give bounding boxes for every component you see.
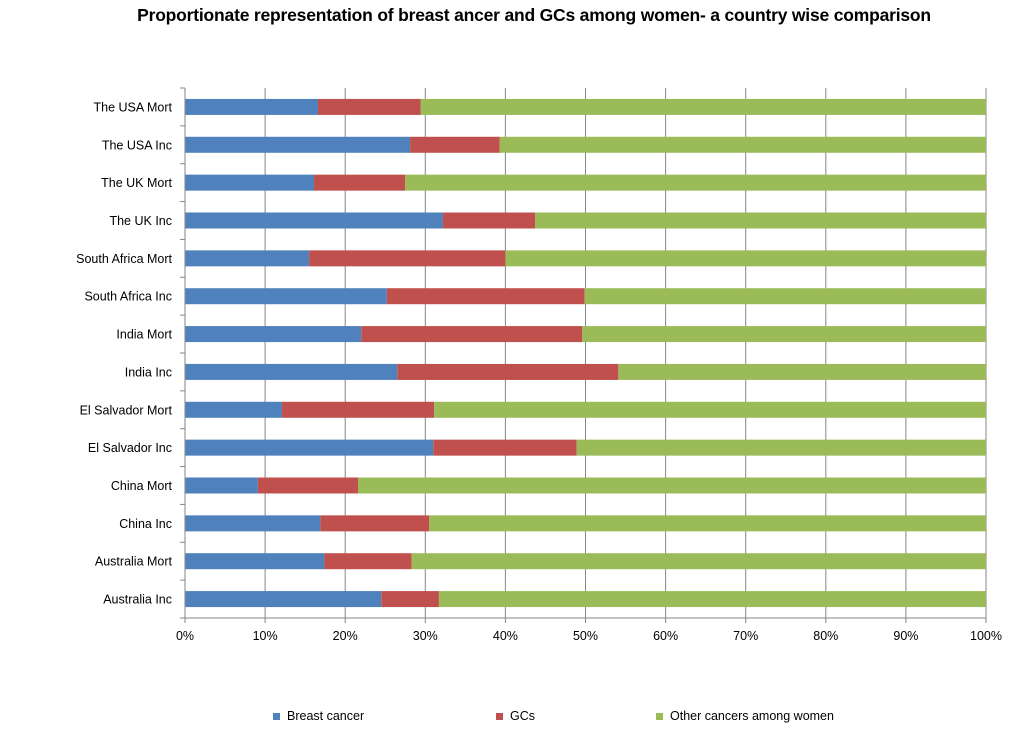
- bar-segment-gcs: [386, 288, 585, 305]
- bar-segment-other-cancers-among-women: [411, 553, 987, 570]
- bar-segment-breast-cancer: [185, 212, 443, 229]
- x-tick-label: 30%: [413, 629, 438, 643]
- category-label: South Africa Inc: [84, 290, 172, 304]
- bar-segment-other-cancers-among-women: [438, 591, 986, 608]
- legend-label-other-cancers: Other cancers among women: [670, 709, 834, 723]
- category-label: Australia Inc: [103, 593, 172, 607]
- category-label: South Africa Mort: [76, 252, 172, 266]
- bar-segment-breast-cancer: [185, 174, 314, 191]
- bar-segment-breast-cancer: [185, 136, 411, 153]
- bar-segment-gcs: [442, 212, 536, 229]
- bar-segment-breast-cancer: [185, 477, 258, 494]
- legend-swatch-other-cancers: [656, 712, 663, 720]
- category-label: India Inc: [125, 365, 172, 379]
- bar-segment-other-cancers-among-women: [499, 136, 986, 153]
- bar-segment-other-cancers-among-women: [505, 250, 986, 267]
- legend-label-gcs: GCs: [510, 709, 535, 723]
- x-tick-label: 100%: [970, 629, 1002, 643]
- x-tick-labels: 0% 10% 20% 30% 40% 50% 60% 70% 80% 90% 100%: [176, 629, 1002, 643]
- bar-segment-breast-cancer: [185, 326, 362, 343]
- category-label: The UK Mort: [101, 176, 172, 190]
- legend-item-breast-cancer: Breast cancer: [273, 709, 364, 723]
- bar-segment-other-cancers-among-women: [429, 515, 986, 532]
- bar-segment-gcs: [433, 439, 577, 456]
- category-label: India Mort: [116, 328, 172, 342]
- bar-segment-breast-cancer: [185, 591, 382, 608]
- bar-segment-other-cancers-among-women: [584, 288, 986, 305]
- bar-segment-other-cancers-among-women: [434, 401, 987, 418]
- category-label: The USA Mort: [94, 100, 173, 114]
- x-tick-label: 40%: [493, 629, 518, 643]
- category-label: El Salvador Mort: [80, 403, 173, 417]
- category-label: China Mort: [111, 479, 173, 493]
- x-tick-label: 90%: [893, 629, 918, 643]
- category-label: The UK Inc: [109, 214, 172, 228]
- bar-segment-other-cancers-among-women: [618, 363, 986, 380]
- bar-segment-breast-cancer: [185, 439, 434, 456]
- bar-segment-other-cancers-among-women: [358, 477, 986, 494]
- bar-segment-gcs: [361, 326, 583, 343]
- bar-segment-breast-cancer: [185, 363, 398, 380]
- category-label: El Salvador Inc: [88, 441, 172, 455]
- legend-swatch-breast-cancer: [273, 712, 280, 720]
- x-tick-label: 10%: [253, 629, 278, 643]
- chart-title: Proportionate representation of breast a…: [137, 5, 931, 25]
- category-label: The USA Inc: [102, 138, 172, 152]
- bar-segment-breast-cancer: [185, 98, 318, 115]
- x-tick-label: 0%: [176, 629, 194, 643]
- x-tick-label: 60%: [653, 629, 678, 643]
- bar-segment-breast-cancer: [185, 553, 325, 570]
- x-tick-label: 70%: [733, 629, 758, 643]
- bar-segment-other-cancers-among-women: [582, 326, 986, 343]
- bar-segment-other-cancers-among-women: [535, 212, 986, 229]
- x-tick-label: 20%: [333, 629, 358, 643]
- bar-segment-gcs: [281, 401, 435, 418]
- bar-segment-breast-cancer: [185, 288, 387, 305]
- bar-segment-gcs: [257, 477, 359, 494]
- bars: [185, 98, 987, 608]
- bar-segment-other-cancers-among-women: [576, 439, 986, 456]
- bar-segment-gcs: [320, 515, 430, 532]
- bar-segment-gcs: [410, 136, 500, 153]
- axes: [180, 87, 987, 623]
- bar-segment-breast-cancer: [185, 250, 310, 267]
- legend-label-breast-cancer: Breast cancer: [287, 709, 365, 723]
- x-tick-label: 80%: [813, 629, 838, 643]
- legend-swatch-gcs: [496, 712, 503, 720]
- bar-segment-gcs: [317, 98, 421, 115]
- bar-segment-gcs: [397, 363, 619, 380]
- category-label: Australia Mort: [95, 555, 173, 569]
- legend-item-gcs: GCs: [496, 709, 535, 723]
- bar-segment-breast-cancer: [185, 401, 282, 418]
- legend-item-other-cancers: Other cancers among women: [656, 709, 834, 723]
- bar-segment-breast-cancer: [185, 515, 321, 532]
- x-tick-label: 50%: [573, 629, 598, 643]
- category-labels: Australia Inc Australia Mort China Inc Chin…: [76, 100, 172, 606]
- bar-segment-gcs: [309, 250, 506, 267]
- category-label: China Inc: [119, 517, 172, 531]
- bar-segment-gcs: [381, 591, 439, 608]
- bar-segment-other-cancers-among-women: [420, 98, 986, 115]
- gridlines: [264, 88, 987, 618]
- bar-segment-gcs: [313, 174, 406, 191]
- bar-segment-gcs: [324, 553, 412, 570]
- bar-segment-other-cancers-among-women: [405, 174, 986, 191]
